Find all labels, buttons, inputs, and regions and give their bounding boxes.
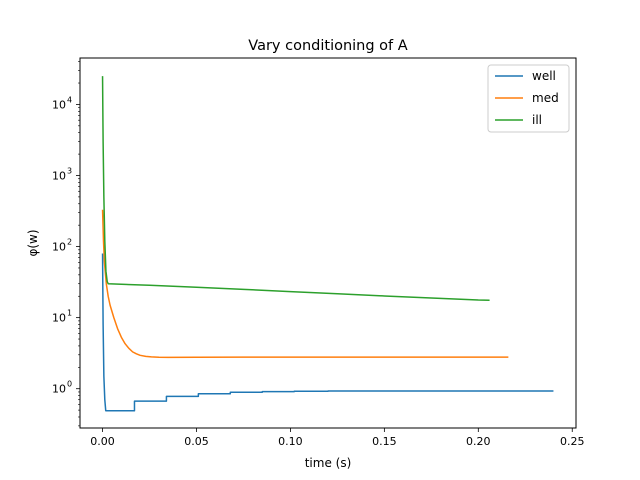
- y-tick-exponent: 1: [67, 309, 72, 318]
- series-line-well: [101, 253, 554, 412]
- y-tick-label: 10: [52, 169, 66, 182]
- y-tick-label: 10: [52, 383, 66, 396]
- y-tick-exponent: 2: [67, 238, 72, 247]
- y-tick-exponent: 4: [67, 95, 72, 104]
- x-tick-label: 0.15: [372, 435, 397, 448]
- series-line-ill: [101, 76, 490, 301]
- y-tick-exponent: 0: [67, 380, 72, 389]
- x-tick-label: 0.20: [466, 435, 491, 448]
- x-tick-label: 0.10: [278, 435, 303, 448]
- plot-lines: [101, 76, 554, 412]
- y-tick-label: 10: [52, 241, 66, 254]
- x-axis-label: time (s): [305, 456, 352, 470]
- legend: well med ill: [487, 64, 570, 133]
- legend-label-ill: ill: [532, 113, 542, 127]
- y-tick-label: 10: [52, 312, 66, 325]
- x-tick-label: 0.05: [184, 435, 209, 448]
- x-tick-label: 0.00: [90, 435, 115, 448]
- legend-label-well: well: [532, 69, 556, 83]
- x-tick-label: 0.25: [560, 435, 585, 448]
- y-tick-label: 10: [52, 98, 66, 111]
- series-line-med: [101, 209, 509, 359]
- legend-label-med: med: [532, 91, 559, 105]
- y-axis-label: φ(w): [26, 229, 40, 256]
- y-tick-exponent: 3: [67, 166, 72, 175]
- plot-frame: [79, 57, 577, 429]
- legend-box: [487, 64, 570, 133]
- x-axis: 0.00 0.05 0.10 0.15 0.20 0.25: [90, 428, 584, 448]
- chart-title: Vary conditioning of A: [248, 38, 407, 54]
